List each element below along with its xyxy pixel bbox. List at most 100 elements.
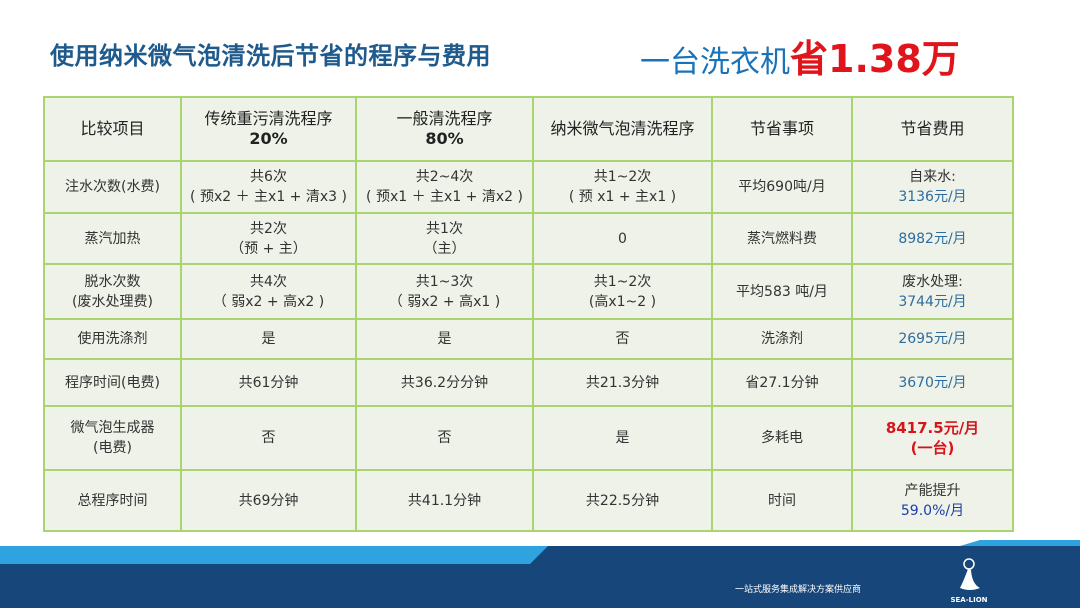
- cell-line: 脱水次数: [84, 273, 141, 290]
- cell-line: (电费): [93, 440, 132, 456]
- cell-item: 使用洗涤剂: [43, 318, 182, 360]
- logo-text: SEA-LION: [950, 596, 988, 604]
- header-label: 传统重污清洗程序: [204, 109, 333, 128]
- cell-line: （主）: [423, 240, 466, 257]
- cell-line: 是: [615, 430, 630, 446]
- cell-saving-cost: 3670元/月: [851, 358, 1014, 407]
- cell-line: 注水次数(水费): [65, 179, 160, 195]
- cell-general: 共41.1分钟: [355, 469, 534, 532]
- cell-saving-cost: 产能提升 59.0%/月: [851, 469, 1014, 532]
- cell-line: 共2次: [250, 220, 287, 237]
- header-label: 纳米微气泡清洗程序: [550, 119, 695, 138]
- cell-general: 共2~4次 ( 预x1 ＋ 主x1 + 清x2 ): [355, 160, 534, 214]
- cell-nano: 共1~2次 (高x1~2 ): [532, 263, 713, 320]
- cell-traditional: 是: [180, 318, 357, 360]
- cell-line: 共22.5分钟: [585, 492, 660, 509]
- saving-value: 8982元/月: [898, 230, 967, 247]
- cell-general: 共1次 （主）: [355, 212, 534, 265]
- cell-line: 共6次: [250, 169, 287, 185]
- cell-traditional: 共6次 ( 预x2 ＋ 主x1 + 清x3 ): [180, 160, 357, 214]
- cell-nano: 否: [532, 318, 713, 360]
- comparison-table: 比较项目 传统重污清洗程序 20% 一般清洗程序 80% 纳米微气泡清洗程序 节省事项 节省费…: [43, 96, 1014, 532]
- cell-line: 否: [261, 430, 276, 446]
- cell-line: 共61分钟: [238, 374, 299, 391]
- cell-line: 微气泡生成器: [70, 420, 155, 436]
- footer-slogan: 一站式服务集成解决方案供应商: [735, 585, 862, 595]
- cell-saving-cost: 废水处理: 3744元/月: [851, 263, 1014, 320]
- cell-general: 共1~3次 （ 弱x2 + 高x1 ): [355, 263, 534, 320]
- saving-value: 3670元/月: [898, 374, 967, 391]
- headline-prefix: 一台洗衣机: [640, 45, 790, 80]
- saving-value: 2695元/月: [898, 331, 967, 347]
- table-row: 蒸汽加热 共2次 （预 + 主） 共1次 （主） 0 蒸汽燃料费 8982元/月: [43, 212, 1014, 265]
- cell-line: 共36.2分分钟: [400, 374, 489, 391]
- cell-line: （ 弱x2 + 高x1 ): [388, 293, 501, 310]
- cell-nano: 是: [532, 405, 713, 471]
- cell-item: 注水次数(水费): [43, 160, 182, 214]
- header-traditional: 传统重污清洗程序 20%: [180, 96, 357, 162]
- cell-nano: 共22.5分钟: [532, 469, 713, 532]
- cell-line: 蒸汽加热: [84, 230, 141, 247]
- table-row: 微气泡生成器 (电费) 否 否 是 多耗电 8417.5元/月 (一台): [43, 405, 1014, 471]
- saving-label: 自来水:: [909, 169, 956, 185]
- footer-band: [0, 540, 1080, 608]
- cell-line: 省27.1分钟: [745, 374, 819, 391]
- table-row: 注水次数(水费) 共6次 ( 预x2 ＋ 主x1 + 清x3 ) 共2~4次 ( 预x1…: [43, 160, 1014, 214]
- cell-saving-cost: 自来水: 3136元/月: [851, 160, 1014, 214]
- header-general: 一般清洗程序 80%: [355, 96, 534, 162]
- saving-value: 59.0%/月: [900, 502, 965, 519]
- cell-line: 否: [615, 331, 630, 347]
- headline: 一台洗衣机省1.38万: [640, 28, 960, 83]
- cell-line: 共41.1分钟: [407, 492, 482, 509]
- cell-traditional: 共61分钟: [180, 358, 357, 407]
- cell-general: 是: [355, 318, 534, 360]
- table-row: 总程序时间 共69分钟 共41.1分钟 共22.5分钟 时间 产能提升 59.0%/月: [43, 469, 1014, 532]
- cell-saving-cost: 8417.5元/月 (一台): [851, 405, 1014, 471]
- cell-saving-item: 平均690吨/月: [711, 160, 853, 214]
- table-row: 使用洗涤剂 是 是 否 洗涤剂 2695元/月: [43, 318, 1014, 360]
- cell-traditional: 共4次 （ 弱x2 + 高x2 ): [180, 263, 357, 320]
- cell-line: 共1次: [426, 220, 463, 237]
- cell-general: 共36.2分分钟: [355, 358, 534, 407]
- header-saving-item: 节省事项: [711, 96, 853, 162]
- header-label: 比较项目: [80, 119, 145, 138]
- cell-traditional: 共69分钟: [180, 469, 357, 532]
- cell-line: 平均583 吨/月: [736, 283, 828, 300]
- cell-line: 是: [437, 331, 452, 347]
- table-row: 脱水次数 (废水处理费) 共4次 （ 弱x2 + 高x2 ) 共1~3次 （ 弱x2 + …: [43, 263, 1014, 320]
- headline-highlight: 省1.38万: [790, 37, 960, 81]
- table-header-row: 比较项目 传统重污清洗程序 20% 一般清洗程序 80% 纳米微气泡清洗程序 节省事项 节省费…: [43, 96, 1014, 162]
- cell-line: 共1~2次: [593, 169, 652, 185]
- header-saving-cost: 节省费用: [851, 96, 1014, 162]
- cell-line: 时间: [768, 492, 796, 509]
- cell-item: 程序时间(电费): [43, 358, 182, 407]
- cell-line: 平均690吨/月: [738, 179, 826, 195]
- cell-line: 使用洗涤剂: [77, 331, 148, 347]
- cell-nano: 0: [532, 212, 713, 265]
- cell-line: 程序时间(电费): [65, 374, 160, 391]
- cell-line: (废水处理费): [72, 293, 153, 310]
- cell-traditional: 共2次 （预 + 主）: [180, 212, 357, 265]
- cell-line: （ 弱x2 + 高x2 ): [212, 293, 325, 310]
- saving-label: 产能提升: [904, 482, 961, 499]
- cell-saving-item: 时间: [711, 469, 853, 532]
- cell-line: ( 预x1 ＋ 主x1 + 清x2 ): [366, 189, 523, 205]
- cell-item: 蒸汽加热: [43, 212, 182, 265]
- header-item: 比较项目: [43, 96, 182, 162]
- cell-saving-item: 平均583 吨/月: [711, 263, 853, 320]
- cell-item: 总程序时间: [43, 469, 182, 532]
- saving-value: 3136元/月: [898, 189, 967, 205]
- cell-line: 是: [261, 331, 276, 347]
- cell-saving-item: 多耗电: [711, 405, 853, 471]
- cell-line: 共4次: [250, 273, 287, 290]
- table-row: 程序时间(电费) 共61分钟 共36.2分分钟 共21.3分钟 省27.1分钟 3670元…: [43, 358, 1014, 407]
- header-percent: 80%: [425, 129, 464, 148]
- cell-line: ( 预x2 ＋ 主x1 + 清x3 ): [190, 189, 347, 205]
- cell-line: ( 预 x1 + 主x1 ): [568, 189, 677, 205]
- sea-lion-logo: SEA-LION: [944, 558, 994, 606]
- cell-line: 共69分钟: [238, 492, 299, 509]
- cell-line: 多耗电: [761, 430, 803, 446]
- cell-line: 共1~3次: [415, 273, 474, 290]
- cell-general: 否: [355, 405, 534, 471]
- cell-saving-item: 省27.1分钟: [711, 358, 853, 407]
